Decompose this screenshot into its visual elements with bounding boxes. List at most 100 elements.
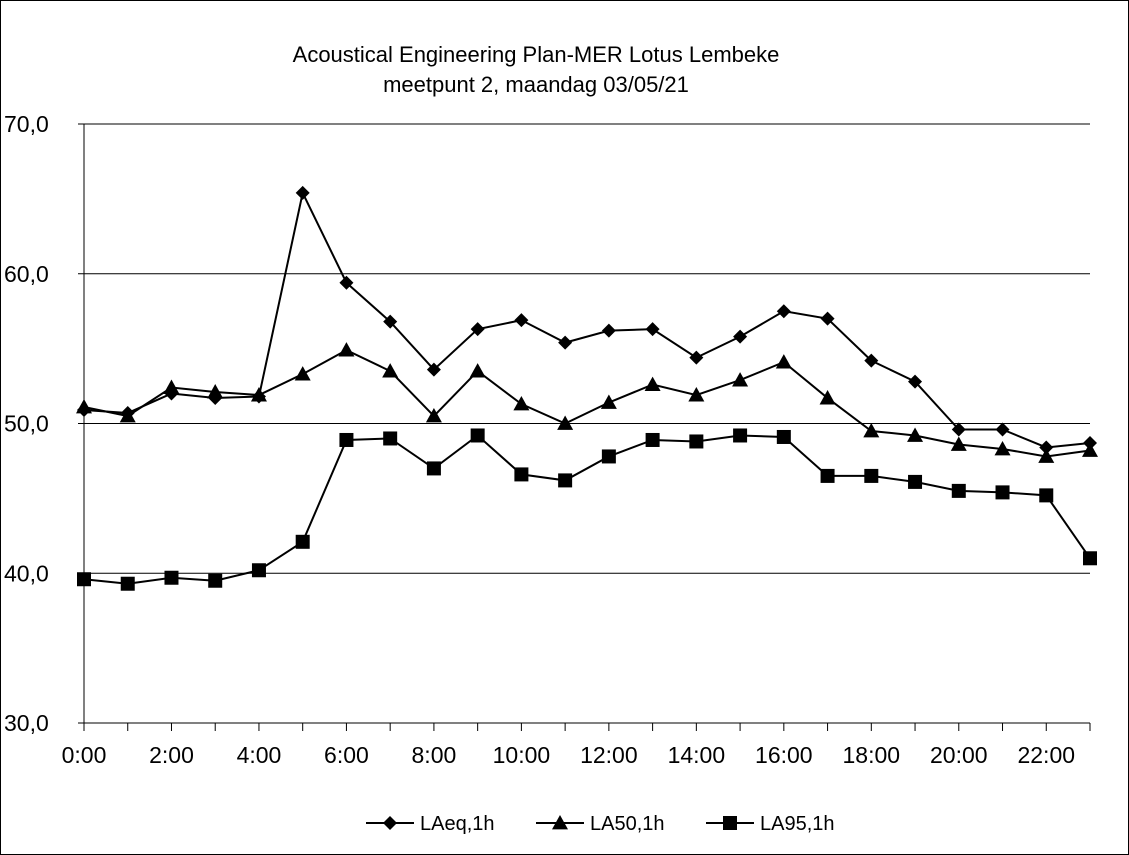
data-point-laeq-1h — [733, 329, 748, 344]
data-point-laeq-1h — [514, 313, 529, 328]
legend-item-la50-1h: LA50,1h — [536, 813, 665, 835]
y-tick-label: 60,0 — [4, 261, 49, 287]
data-point-laeq-1h — [908, 374, 923, 389]
data-point-la50-1h — [469, 363, 486, 378]
legend: LAeq,1h LA50,1h LA95,1h — [366, 813, 835, 835]
data-point-laeq-1h — [601, 323, 616, 338]
data-point-la95-1h — [689, 434, 704, 449]
series-line-la95-1h — [83, 434, 1091, 585]
data-point-la95-1h — [470, 428, 485, 443]
data-point-la50-1h — [76, 399, 92, 414]
data-point-laeq-1h — [339, 275, 354, 290]
data-point-la95-1h — [77, 572, 91, 587]
data-point-la50-1h — [513, 396, 530, 411]
data-point-la95-1h — [339, 432, 354, 447]
data-point-la95-1h — [208, 573, 223, 588]
data-point-la95-1h — [120, 576, 135, 591]
data-point-laeq-1h — [1039, 440, 1054, 455]
series-la50-1h — [76, 342, 1098, 463]
data-point-la95-1h — [820, 468, 835, 483]
data-point-la95-1h — [776, 429, 791, 444]
y-tick-label: 40,0 — [4, 560, 49, 586]
data-point-laeq-1h — [864, 353, 879, 368]
data-point-laeq-1h — [426, 362, 441, 377]
data-point-la50-1h — [119, 408, 136, 423]
data-point-la95-1h — [514, 467, 529, 482]
data-point-la95-1h — [733, 428, 748, 443]
y-axis-ticks: 30,0 40,0 50,0 60,0 70,0 — [4, 111, 84, 736]
x-tick-label: 0:00 — [62, 742, 107, 768]
data-point-la95-1h — [426, 461, 441, 476]
data-point-la50-1h — [338, 342, 355, 357]
series-line-laeq-1h — [83, 189, 1091, 449]
data-point-la50-1h — [732, 372, 749, 387]
legend-item-la95-1h: LA95,1h — [706, 813, 835, 835]
data-point-la50-1h — [907, 427, 924, 442]
data-point-laeq-1h — [645, 322, 660, 337]
data-point-laeq-1h — [689, 350, 704, 365]
chart-subtitle: meetpunt 2, maandag 03/05/21 — [383, 72, 689, 97]
series-line-la50-1h — [83, 348, 1091, 458]
legend-label: LAeq,1h — [420, 813, 495, 835]
data-point-la50-1h — [819, 390, 836, 405]
x-tick-label: 20:00 — [930, 742, 988, 768]
data-point-laeq-1h — [470, 322, 485, 337]
x-tick-label: 8:00 — [412, 742, 457, 768]
data-point-la95-1h — [164, 570, 179, 585]
data-point-la50-1h — [600, 394, 617, 409]
x-tick-label: 10:00 — [493, 742, 551, 768]
data-point-la50-1h — [688, 387, 705, 402]
series-laeq-1h — [77, 185, 1097, 455]
data-point-la50-1h — [644, 376, 661, 391]
data-point-la50-1h — [1082, 442, 1098, 457]
data-point-la50-1h — [1038, 448, 1055, 463]
legend-marker — [383, 816, 397, 830]
x-tick-label: 18:00 — [843, 742, 901, 768]
chart-title: Acoustical Engineering Plan-MER Lotus Le… — [293, 42, 780, 67]
data-point-la95-1h — [295, 534, 310, 549]
data-point-laeq-1h — [558, 335, 573, 350]
data-point-la95-1h — [558, 473, 573, 488]
y-tick-label: 30,0 — [4, 710, 49, 736]
data-point-la50-1h — [863, 422, 880, 438]
series-la95-1h — [77, 428, 1097, 591]
data-point-la95-1h — [951, 483, 966, 498]
legend-label: LA50,1h — [590, 813, 665, 835]
y-tick-label: 70,0 — [4, 111, 49, 137]
legend-item-laeq-1h: LAeq,1h — [366, 813, 495, 835]
data-point-la50-1h — [775, 354, 792, 369]
data-point-la95-1h — [864, 468, 879, 483]
legend-marker — [552, 815, 568, 830]
data-point-la50-1h — [994, 440, 1011, 456]
data-point-la50-1h — [294, 366, 311, 381]
data-point-laeq-1h — [383, 314, 398, 329]
data-point-la95-1h — [251, 563, 266, 578]
x-tick-label: 6:00 — [324, 742, 369, 768]
data-point-la50-1h — [207, 384, 224, 399]
data-point-laeq-1h — [995, 422, 1010, 437]
data-point-laeq-1h — [776, 304, 791, 319]
data-point-laeq-1h — [951, 422, 966, 437]
data-point-la95-1h — [908, 474, 923, 489]
data-point-la95-1h — [601, 449, 616, 464]
x-tick-label: 14:00 — [668, 742, 726, 768]
data-point-laeq-1h — [295, 185, 310, 200]
x-axis-ticks: 0:00 2:00 4:00 6:00 8:00 10:00 12:00 14:00 16:00… — [62, 723, 1091, 768]
data-point-la50-1h — [250, 387, 267, 402]
y-tick-label: 50,0 — [4, 411, 49, 437]
data-point-la50-1h — [950, 436, 967, 451]
data-point-la95-1h — [1039, 488, 1054, 503]
data-point-la95-1h — [995, 485, 1010, 500]
data-point-la95-1h — [645, 432, 660, 447]
x-tick-label: 22:00 — [1017, 742, 1075, 768]
series-group — [76, 185, 1098, 591]
data-point-la95-1h — [383, 431, 398, 446]
legend-marker — [723, 816, 737, 830]
legend-label: LA95,1h — [760, 813, 835, 835]
data-point-la50-1h — [382, 363, 399, 378]
data-point-la50-1h — [425, 408, 442, 423]
x-tick-label: 2:00 — [149, 742, 194, 768]
gridlines — [84, 123, 1090, 574]
data-point-laeq-1h — [820, 311, 835, 326]
